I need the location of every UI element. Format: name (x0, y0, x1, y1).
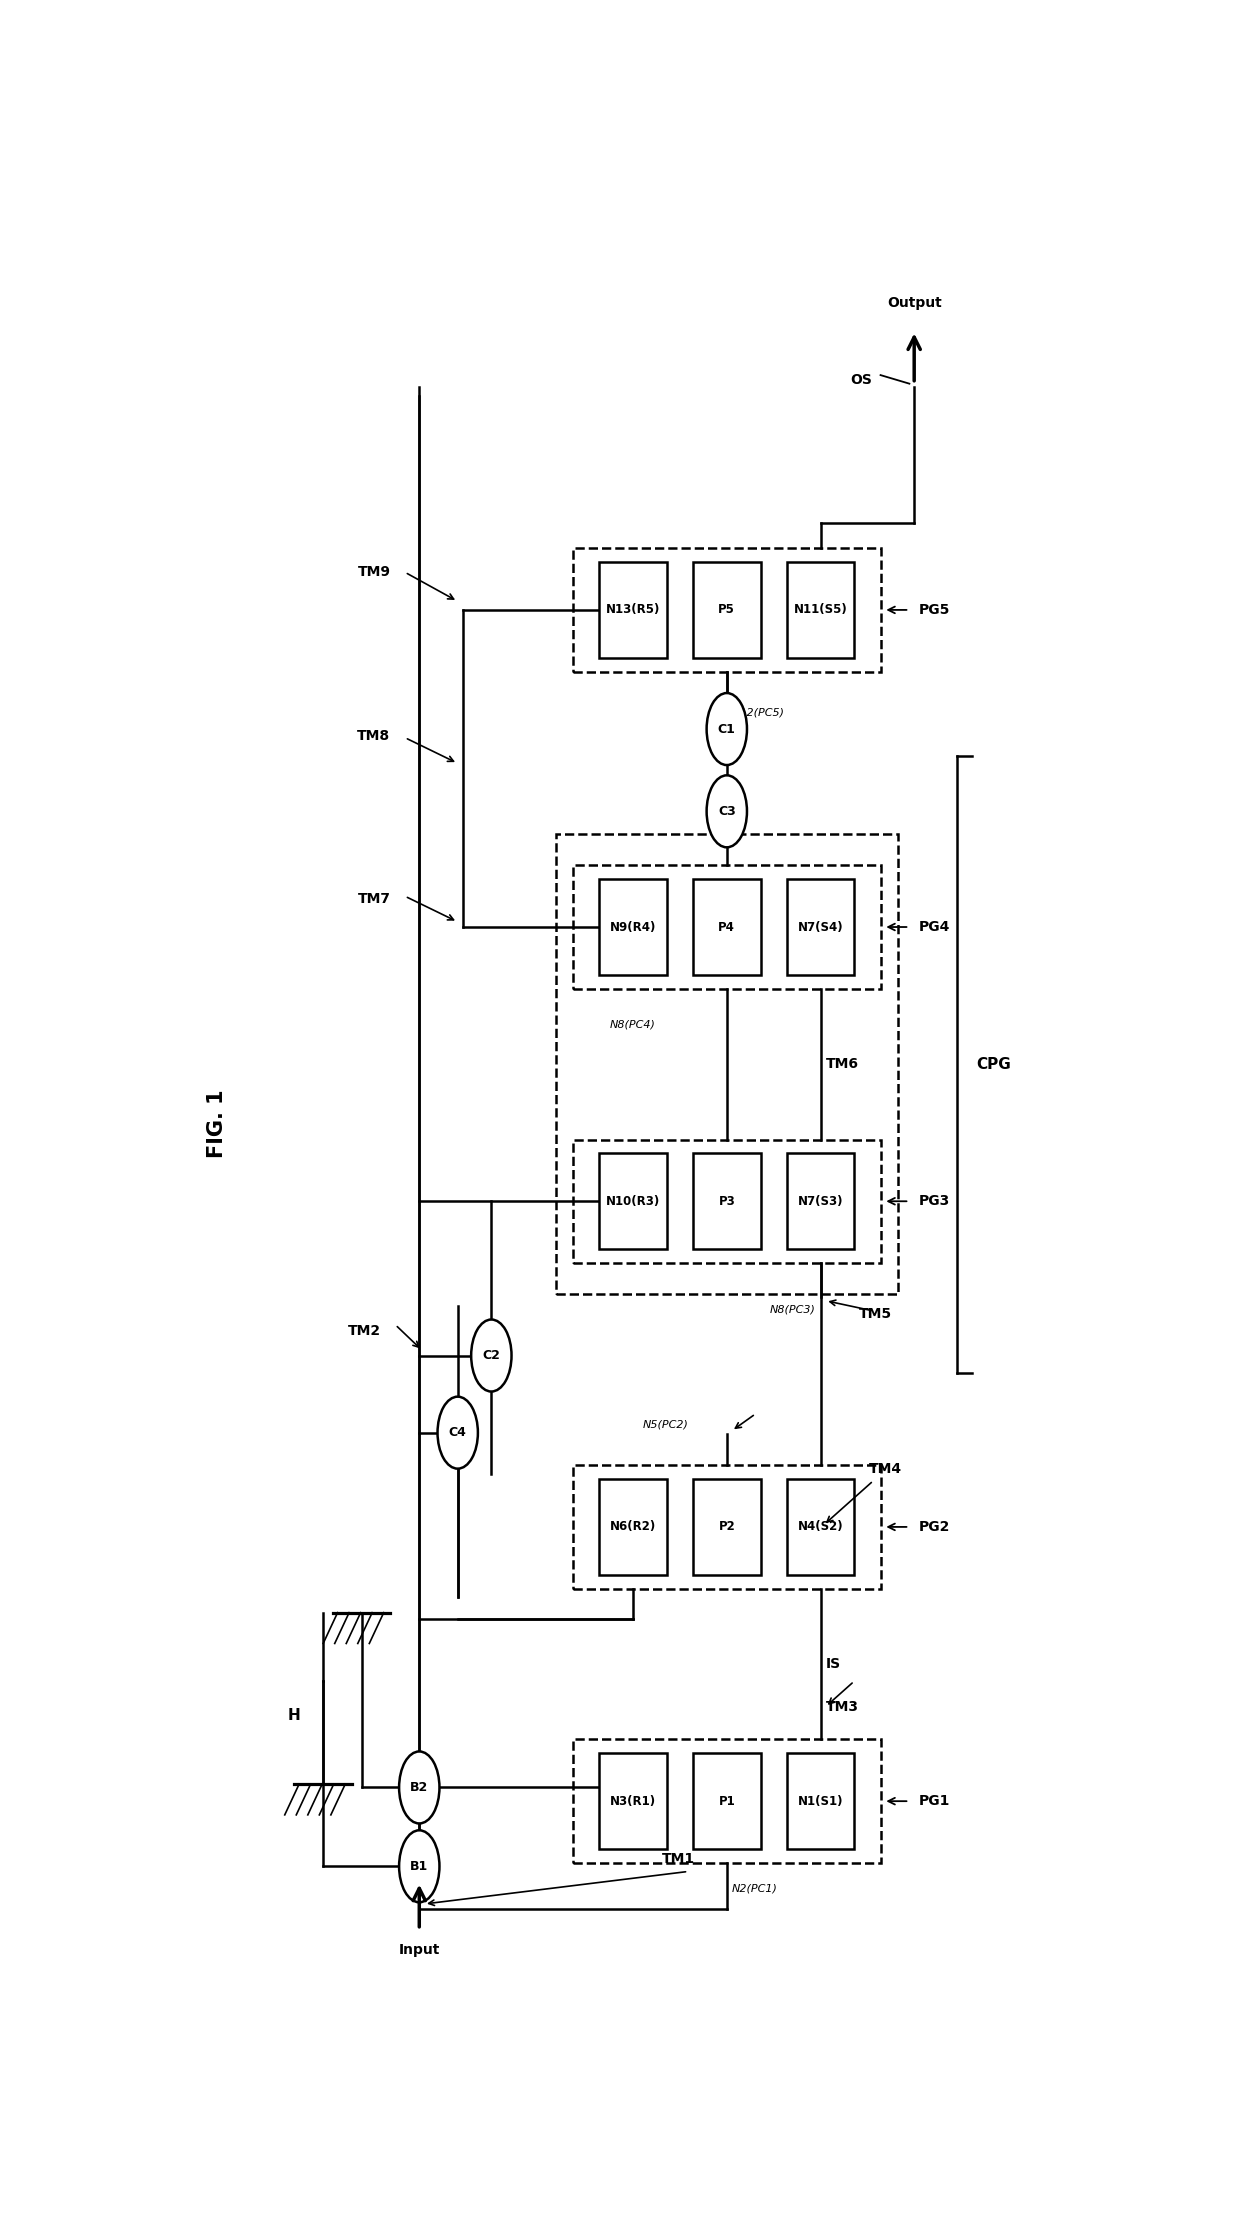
Bar (599, 879, 667, 975)
Text: PG3: PG3 (919, 1195, 950, 1209)
Text: N4(S2): N4(S2) (797, 1520, 843, 1534)
Text: C1: C1 (718, 723, 735, 735)
Bar (693, 561, 760, 659)
Text: N8(PC3): N8(PC3) (770, 1304, 816, 1313)
Bar (573, 1465, 880, 1589)
Text: FIG. 1: FIG. 1 (207, 1091, 227, 1158)
Text: N9(R4): N9(R4) (610, 922, 656, 933)
Text: PG2: PG2 (919, 1520, 950, 1534)
Circle shape (399, 1752, 439, 1823)
Text: TM9: TM9 (357, 565, 391, 579)
Bar (573, 1739, 880, 1863)
Text: P4: P4 (718, 922, 735, 933)
Bar (786, 1478, 854, 1576)
Text: P5: P5 (718, 603, 735, 617)
Circle shape (707, 775, 746, 848)
Bar (573, 866, 880, 988)
Bar (556, 835, 898, 1293)
Text: N7(S4): N7(S4) (797, 922, 843, 933)
Text: N7(S3): N7(S3) (797, 1195, 843, 1209)
Bar (573, 1140, 880, 1262)
Bar (786, 1153, 854, 1249)
Bar (693, 1754, 760, 1850)
Bar (693, 1153, 760, 1249)
Text: TM3: TM3 (826, 1701, 858, 1714)
Text: TM1: TM1 (662, 1852, 696, 1865)
Text: N3(R1): N3(R1) (610, 1794, 656, 1808)
Text: IS: IS (826, 1656, 841, 1672)
Text: N1(S1): N1(S1) (797, 1794, 843, 1808)
Text: TM7: TM7 (357, 893, 391, 906)
Circle shape (438, 1396, 477, 1469)
Text: N10(R3): N10(R3) (606, 1195, 660, 1209)
Text: P2: P2 (718, 1520, 735, 1534)
Text: PG4: PG4 (919, 919, 950, 935)
Text: H: H (288, 1707, 301, 1723)
Text: P1: P1 (718, 1794, 735, 1808)
Text: P3: P3 (718, 1195, 735, 1209)
Text: Input: Input (398, 1943, 440, 1957)
Circle shape (707, 692, 746, 766)
Text: N5(PC2): N5(PC2) (642, 1420, 688, 1429)
Text: PG5: PG5 (919, 603, 950, 617)
Text: C3: C3 (718, 806, 735, 817)
Bar (599, 561, 667, 659)
Text: N6(R2): N6(R2) (610, 1520, 656, 1534)
Text: CPG: CPG (977, 1057, 1012, 1071)
Bar (786, 879, 854, 975)
Text: C2: C2 (482, 1349, 500, 1362)
Text: N13(R5): N13(R5) (606, 603, 660, 617)
Text: N8(PC4): N8(PC4) (610, 1020, 656, 1031)
Bar (786, 1754, 854, 1850)
Text: TM8: TM8 (357, 728, 391, 743)
Text: B2: B2 (410, 1781, 428, 1794)
Text: Output: Output (887, 296, 941, 309)
Text: TM6: TM6 (826, 1057, 858, 1071)
Bar (599, 1153, 667, 1249)
Bar (693, 1478, 760, 1576)
Text: OS: OS (851, 374, 872, 387)
Text: PG1: PG1 (919, 1794, 950, 1808)
Bar (599, 1478, 667, 1576)
Bar (573, 548, 880, 672)
Text: N11(S5): N11(S5) (794, 603, 847, 617)
Text: B1: B1 (410, 1859, 428, 1872)
Text: N2(PC1): N2(PC1) (732, 1883, 777, 1894)
Bar (786, 561, 854, 659)
Text: TM5: TM5 (859, 1307, 892, 1322)
Text: N12(PC5): N12(PC5) (732, 708, 785, 717)
Bar (693, 879, 760, 975)
Circle shape (471, 1320, 512, 1391)
Circle shape (399, 1830, 439, 1903)
Text: TM4: TM4 (869, 1462, 901, 1476)
Text: TM2: TM2 (347, 1324, 381, 1338)
Text: C4: C4 (449, 1427, 466, 1440)
Bar (599, 1754, 667, 1850)
